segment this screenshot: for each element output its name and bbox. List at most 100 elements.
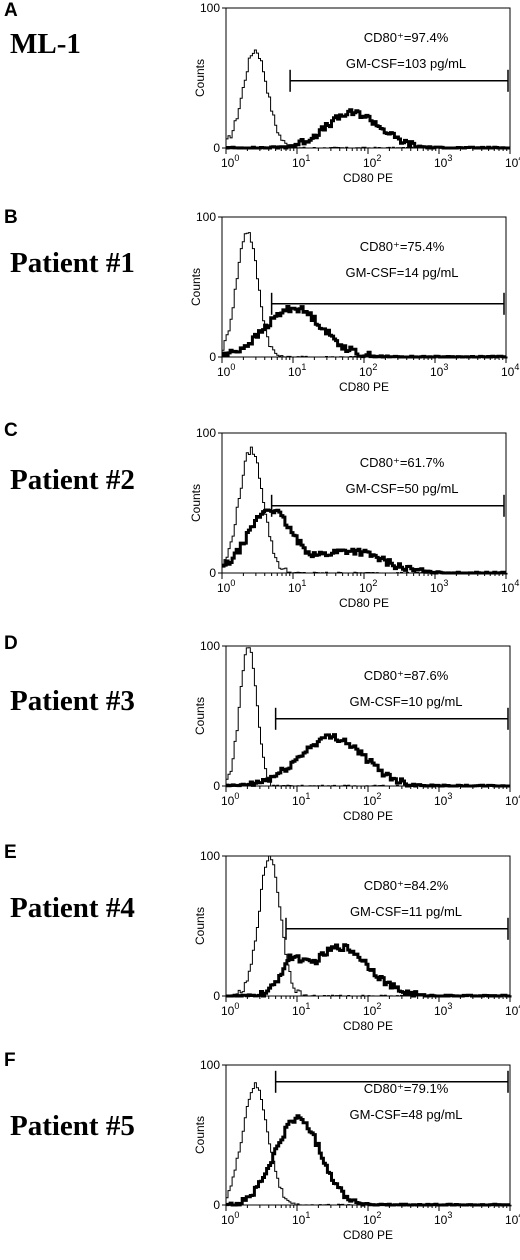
x-tick-label: 103 (434, 791, 452, 808)
plot-frame (225, 855, 511, 997)
x-axis-label: CD80 PE (343, 1228, 393, 1242)
y-axis-label: Counts (193, 1116, 207, 1154)
sample-label: Patient #3 (10, 685, 135, 717)
x-tick-label: 100 (217, 578, 235, 595)
y-axis-label: Counts (189, 268, 203, 306)
x-tick-label: 104 (501, 362, 519, 379)
x-axis-label: CD80 PE (339, 596, 389, 610)
panel-letter: E (4, 842, 17, 863)
x-tick-label: 102 (359, 578, 377, 595)
x-tick-label: 104 (505, 791, 520, 808)
sample-label: Patient #2 (10, 464, 135, 496)
cd80-percent-label: CD80⁺=75.4% (360, 239, 445, 254)
cd80-percent-label: CD80⁺=87.6% (364, 668, 449, 683)
y-axis-label: Counts (193, 907, 207, 945)
plot-frame (225, 645, 511, 787)
panel-letter: D (4, 633, 18, 654)
x-tick-label: 100 (221, 153, 239, 170)
y-tick-label: 0 (213, 1198, 220, 1212)
gmcsf-label: GM-CSF=10 pg/mL (349, 694, 462, 709)
x-tick-label: 103 (434, 1001, 452, 1018)
cd80-percent-label: CD80⁺=97.4% (364, 30, 449, 45)
panel-letter: A (4, 0, 18, 21)
cd80-percent-label: CD80⁺=84.2% (364, 878, 449, 893)
x-tick-label: 104 (505, 153, 520, 170)
panel-letter: C (4, 420, 18, 441)
x-tick-label: 101 (288, 578, 306, 595)
x-tick-label: 102 (363, 791, 381, 808)
sample-label: Patient #5 (10, 1110, 135, 1142)
x-tick-label: 102 (363, 153, 381, 170)
y-tick-label: 0 (213, 779, 220, 793)
panel-letter: B (4, 207, 18, 228)
cd80-histogram (226, 733, 510, 788)
y-tick-label: 0 (213, 989, 220, 1003)
y-axis-label: Counts (193, 59, 207, 97)
x-tick-label: 103 (434, 1210, 452, 1227)
cd80-histogram (226, 943, 512, 998)
cd80-histogram (226, 108, 510, 150)
control-histogram (226, 855, 511, 997)
cd80-percent-label: CD80⁺=61.7% (360, 455, 445, 470)
cd80-histogram (222, 305, 508, 359)
x-tick-label: 101 (292, 153, 310, 170)
gmcsf-label: GM-CSF=48 pg/mL (349, 1107, 462, 1122)
gmcsf-label: GM-CSF=50 pg/mL (345, 481, 458, 496)
x-tick-label: 103 (434, 153, 452, 170)
y-tick-label: 0 (213, 141, 220, 155)
x-tick-label: 101 (292, 791, 310, 808)
gmcsf-label: GM-CSF=103 pg/mL (346, 56, 466, 71)
control-histogram (226, 1082, 511, 1206)
y-tick-label: 100 (200, 1, 220, 15)
y-axis-label: Counts (193, 697, 207, 735)
x-tick-label: 103 (430, 362, 448, 379)
y-tick-label: 100 (196, 210, 216, 224)
x-tick-label: 100 (221, 791, 239, 808)
x-tick-label: 100 (221, 1210, 239, 1227)
x-tick-label: 104 (501, 578, 519, 595)
y-tick-label: 100 (196, 426, 216, 440)
x-tick-label: 102 (363, 1210, 381, 1227)
x-axis-label: CD80 PE (343, 171, 393, 185)
x-tick-label: 100 (221, 1001, 239, 1018)
y-tick-label: 100 (200, 849, 220, 863)
x-axis-label: CD80 PE (343, 809, 393, 823)
gmcsf-label: GM-CSF=14 pg/mL (345, 265, 458, 280)
y-tick-label: 100 (200, 639, 220, 653)
sample-label: ML-1 (10, 28, 81, 60)
y-tick-label: 0 (209, 350, 216, 364)
x-tick-label: 103 (430, 578, 448, 595)
plot-frame (225, 7, 511, 149)
x-tick-label: 102 (359, 362, 377, 379)
panel-b: B Patient #1 0 100 100 101 102 103 104 CD80 PE Cou… (0, 207, 520, 417)
cd80-histogram (226, 1114, 512, 1207)
x-tick-label: 101 (292, 1210, 310, 1227)
sample-label: Patient #4 (10, 892, 135, 924)
cd80-percent-label: CD80⁺=79.1% (364, 1081, 449, 1096)
x-axis-label: CD80 PE (339, 380, 389, 394)
x-tick-label: 104 (505, 1001, 520, 1018)
x-tick-label: 101 (292, 1001, 310, 1018)
x-tick-label: 104 (505, 1210, 520, 1227)
y-tick-label: 0 (209, 566, 216, 580)
y-tick-label: 100 (200, 1058, 220, 1072)
panel-letter: F (4, 1050, 16, 1071)
plot-frame (221, 216, 507, 358)
cd80-histogram (222, 508, 508, 575)
panel-c: C Patient #2 0 100 100 101 102 103 104 CD80 PE Cou… (0, 420, 520, 630)
gmcsf-label: GM-CSF=11 pg/mL (350, 904, 462, 919)
x-tick-label: 102 (363, 1001, 381, 1018)
x-tick-label: 100 (217, 362, 235, 379)
x-tick-label: 101 (288, 362, 306, 379)
x-axis-label: CD80 PE (343, 1019, 393, 1033)
y-axis-label: Counts (189, 484, 203, 522)
